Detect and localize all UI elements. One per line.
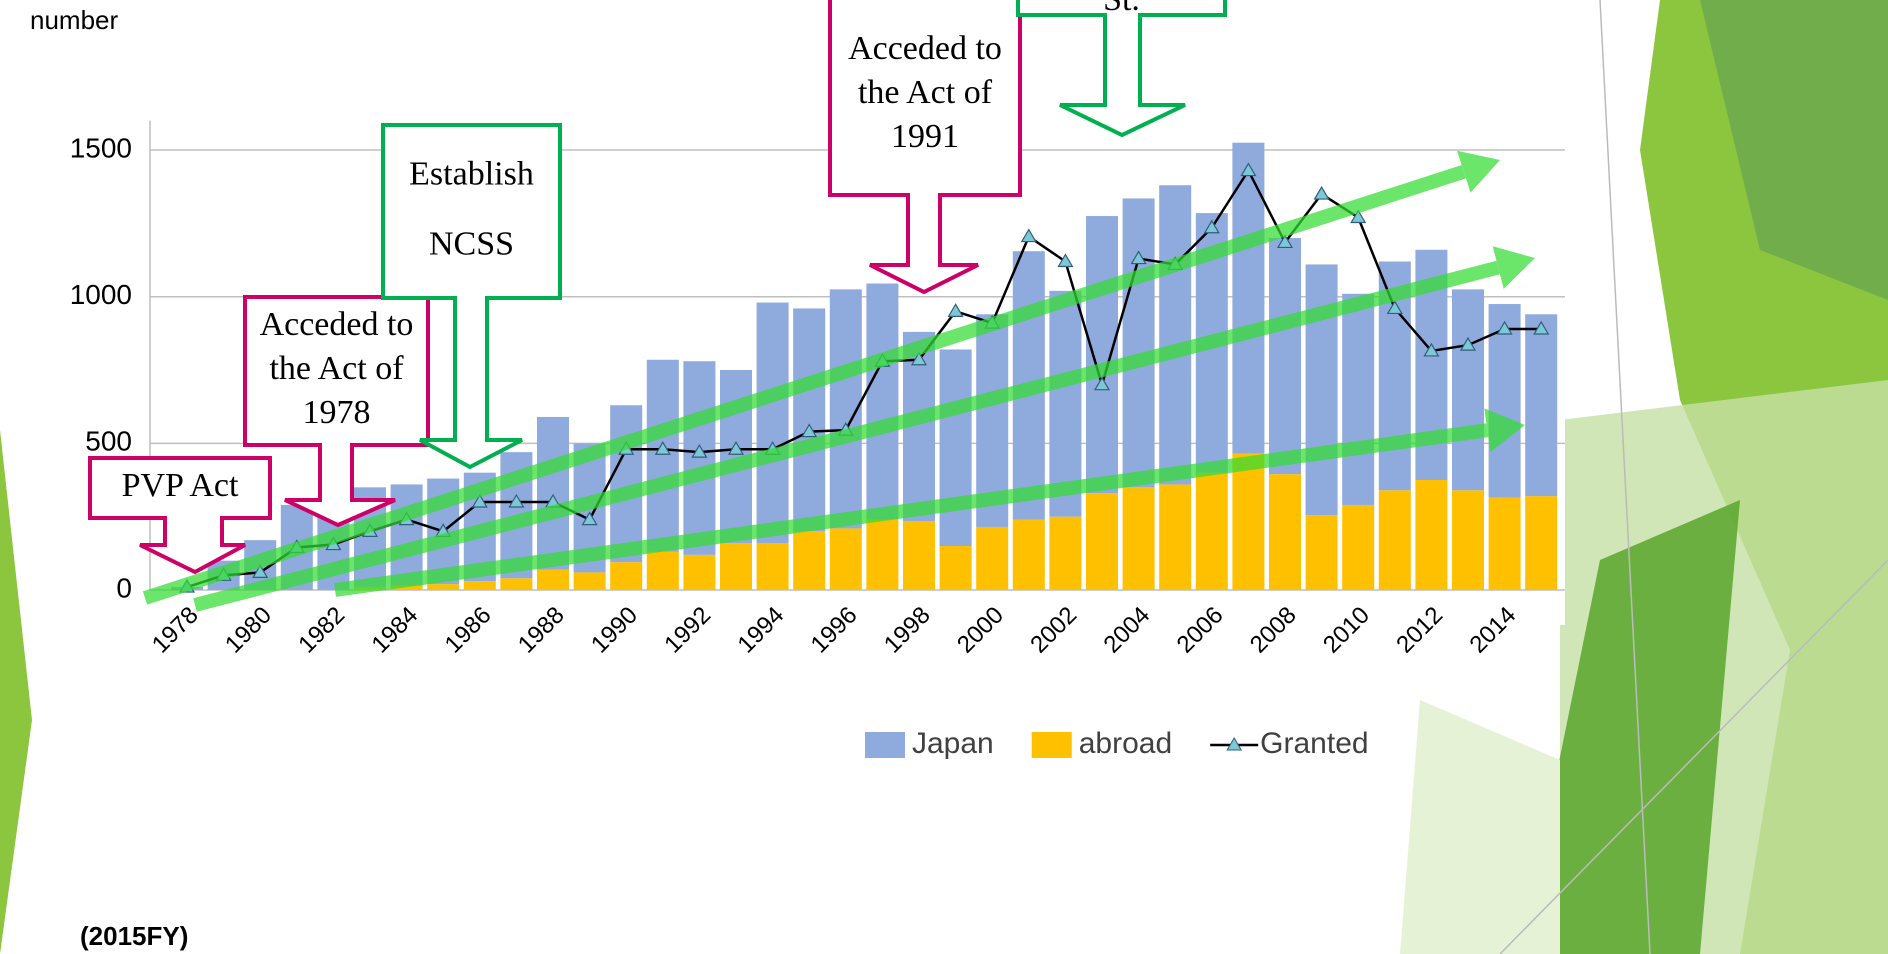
bar <box>1086 216 1118 493</box>
bar <box>537 417 569 570</box>
bar <box>1049 517 1081 590</box>
callout-text: the Act of <box>858 74 993 111</box>
callout: St. <box>1018 0 1225 135</box>
chart: number (2015FY) 050010001500197819801982… <box>0 0 1888 954</box>
legend-label: Japan <box>912 727 994 760</box>
bar <box>1452 490 1484 590</box>
y-tick-label: 1500 <box>70 132 132 163</box>
bar <box>1342 505 1374 590</box>
bar <box>1379 490 1411 590</box>
bar <box>427 584 459 590</box>
bar <box>1123 487 1155 590</box>
callout-text: Acceded to <box>848 30 1002 67</box>
legend-swatch <box>865 732 905 758</box>
bar <box>793 308 825 531</box>
bar <box>720 543 752 590</box>
bar <box>1306 515 1338 590</box>
bar <box>1159 484 1191 590</box>
bar <box>1196 473 1228 590</box>
legend-label: Granted <box>1260 727 1368 760</box>
bar <box>683 361 715 555</box>
bar <box>757 543 789 590</box>
bar <box>537 569 569 590</box>
bar <box>1342 294 1374 505</box>
bar <box>1489 498 1521 590</box>
bar <box>830 528 862 590</box>
y-tick-label: 1000 <box>70 279 132 310</box>
callout-text: St. <box>1103 0 1140 18</box>
bar <box>574 572 606 590</box>
bar <box>1306 264 1338 515</box>
bar <box>1086 493 1118 590</box>
callout-text: NCSS <box>429 225 514 262</box>
callout-text: the Act of <box>269 350 404 387</box>
callout-shape <box>1018 0 1225 135</box>
bar <box>940 349 972 546</box>
callout-text: 1978 <box>303 394 371 431</box>
bar <box>464 581 496 590</box>
bar <box>1269 474 1301 590</box>
bar <box>1159 185 1191 484</box>
y-axis-label: number <box>30 5 118 35</box>
y-tick-label: 0 <box>116 572 132 603</box>
bar <box>866 284 898 520</box>
legend-swatch <box>1032 732 1072 758</box>
bar <box>500 578 532 590</box>
page: number (2015FY) 050010001500197819801982… <box>0 0 1888 954</box>
callout-text: Establish <box>409 155 534 192</box>
bar <box>866 520 898 590</box>
legend-label: abroad <box>1079 727 1172 760</box>
bar <box>903 521 935 590</box>
bar <box>1452 289 1484 490</box>
bar <box>391 484 423 585</box>
bar <box>1525 314 1557 496</box>
note: (2015FY) <box>80 921 188 951</box>
bar <box>976 527 1008 590</box>
bar <box>647 360 679 552</box>
bar <box>1415 480 1447 590</box>
bar <box>683 555 715 590</box>
bar <box>1525 496 1557 590</box>
bar <box>1013 520 1045 590</box>
callout-text: Acceded to <box>260 306 414 343</box>
callout-text: PVP Act <box>122 467 239 504</box>
callout-text: 1991 <box>891 118 959 155</box>
bar <box>610 562 642 590</box>
bar <box>1269 238 1301 474</box>
bar <box>793 531 825 590</box>
bar <box>757 303 789 544</box>
bar <box>1232 454 1264 590</box>
bar <box>647 552 679 590</box>
y-tick-label: 500 <box>85 426 132 457</box>
bar <box>940 546 972 590</box>
bar <box>1123 198 1155 487</box>
